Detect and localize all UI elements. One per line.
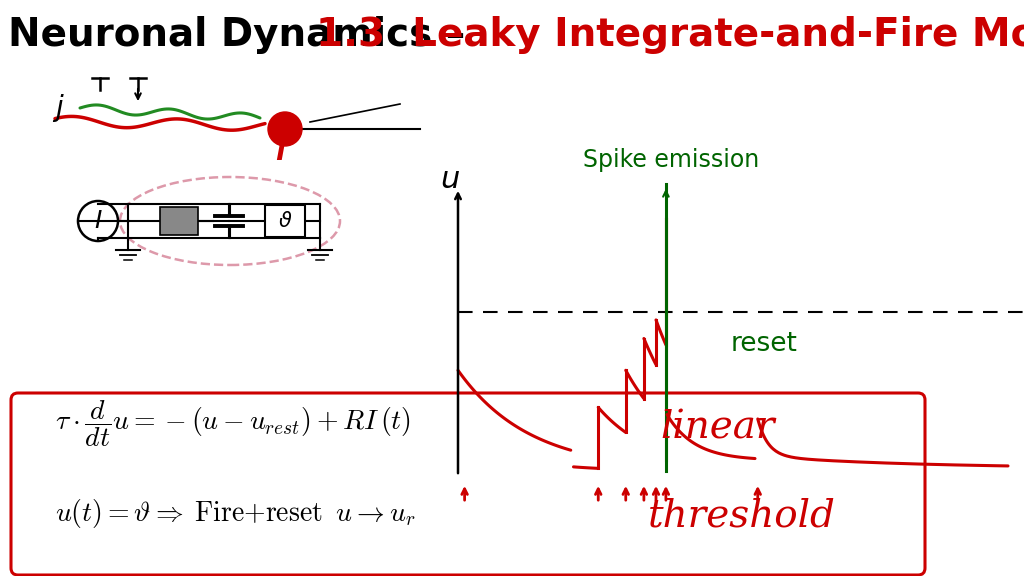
Text: threshold: threshold xyxy=(648,498,836,535)
Text: 1.3  Leaky Integrate-and-Fire Model: 1.3 Leaky Integrate-and-Fire Model xyxy=(316,16,1024,54)
Text: Spike emission: Spike emission xyxy=(583,148,759,172)
Text: i: i xyxy=(275,138,285,166)
Text: $I$: $I$ xyxy=(93,209,102,233)
Text: j: j xyxy=(55,94,62,122)
Text: $\vartheta$: $\vartheta$ xyxy=(278,211,292,231)
Text: reset: reset xyxy=(731,331,798,357)
Text: $\tau \cdot \dfrac{d}{dt}u = -(u-u_{rest})+RI\,(t)$: $\tau \cdot \dfrac{d}{dt}u = -(u-u_{rest… xyxy=(55,399,411,449)
Bar xyxy=(160,207,198,235)
FancyBboxPatch shape xyxy=(11,393,925,575)
Text: Neuronal Dynamics –: Neuronal Dynamics – xyxy=(8,16,479,54)
Bar xyxy=(265,205,305,237)
Text: $u$: $u$ xyxy=(440,165,460,195)
Circle shape xyxy=(268,112,302,146)
Text: linear: linear xyxy=(660,410,774,446)
Text: $u(t)=\vartheta\Rightarrow\;$$\mathrm{Fire{+}reset}\;\;u\rightarrow u_r$: $u(t)=\vartheta\Rightarrow\;$$\mathrm{Fi… xyxy=(55,498,416,530)
